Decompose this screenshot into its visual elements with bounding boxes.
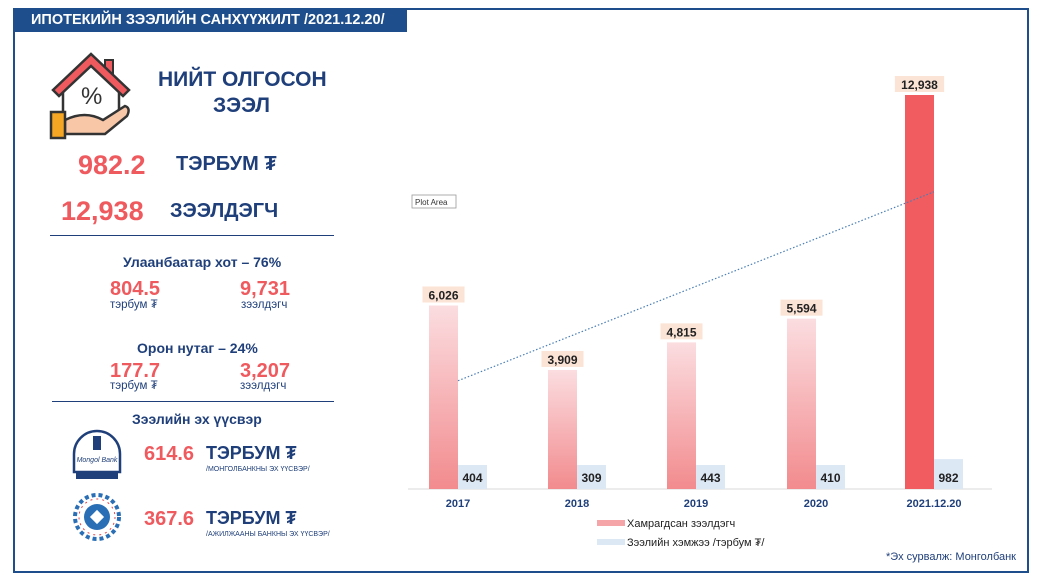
region-title-ub: Улаанбаатар хот – 76% [123, 254, 282, 270]
sources-title: Зээлийн эх үүсвэр [132, 411, 262, 427]
summary-heading-line1: НИЙТ ОЛГОСОН [158, 68, 327, 91]
source-commercial-amount: 367.6 [144, 508, 195, 530]
data-label-borrowers: 4,815 [666, 325, 696, 339]
bar-amount-2021.12.20 [934, 459, 963, 489]
total-amount-unit: ТЭРБУМ ₮ [176, 153, 277, 175]
bar-borrowers-2018 [548, 369, 577, 489]
mongolbank-logo-text: Mongol Bank [77, 457, 118, 464]
title-bar: ИПОТЕКИЙН ЗЭЭЛИЙН САНХҮҮЖИЛТ /2021.12.20… [13, 8, 407, 32]
data-label-amount: 309 [581, 471, 601, 485]
source-commercial-unit: ТЭРБУМ ₮ [206, 508, 297, 528]
source-commercial-note: /АЖИЛЖААНЫ БАНКНЫ ЭХ ҮҮСВЭР/ [206, 531, 330, 538]
total-borrowers: 12,938 [61, 196, 144, 226]
legend-swatch-amount [597, 539, 625, 545]
x-tick-label: 2017 [446, 498, 470, 510]
region-ub-borrowers: 9,731 [240, 278, 291, 300]
bar-borrowers-2017 [429, 305, 458, 489]
legend-label-borrowers: Хамрагдсан зээлдэгч [627, 518, 735, 530]
bar-amount-2019 [696, 465, 725, 489]
x-tick-label: 2021.12.20 [906, 498, 961, 510]
divider [52, 401, 334, 402]
data-label-box [894, 76, 945, 92]
data-label-amount: 410 [820, 471, 840, 485]
source-mongolbank-amount: 614.6 [144, 443, 195, 465]
data-label-box [660, 323, 703, 340]
data-label-borrowers: 6,026 [428, 288, 458, 302]
bar-borrowers-2019 [667, 342, 696, 489]
trendline [457, 191, 935, 382]
bar-amount-2020 [816, 465, 845, 489]
summary-heading-line2: ЗЭЭЛ [213, 94, 270, 117]
source-mongolbank-unit: ТЭРБУМ ₮ [206, 443, 297, 463]
legend-swatch-borrowers [597, 520, 625, 526]
region-ub-borrowers-unit: зээлдэгч [241, 299, 288, 311]
total-borrowers-unit: ЗЭЭЛДЭГЧ [170, 200, 279, 222]
x-tick-label: 2018 [565, 498, 589, 510]
data-label-amount: 443 [700, 471, 720, 485]
data-label-box [780, 299, 823, 316]
data-label-borrowers: 12,938 [901, 78, 938, 92]
data-label-borrowers: 5,594 [786, 302, 816, 316]
house-loan-icon: % [49, 52, 131, 140]
bar-borrowers-2020 [787, 318, 816, 489]
x-tick-label: 2019 [684, 498, 708, 510]
bar-amount-2017 [458, 465, 487, 489]
x-tick-label: 2020 [804, 498, 828, 510]
data-label-box [541, 350, 584, 367]
mongolbank-logo: Mongol Bank [72, 429, 122, 479]
svg-text:%: % [81, 83, 102, 110]
data-label-box [422, 286, 465, 303]
region-rural-borrowers-unit: зээлдэгч [240, 380, 287, 392]
data-label-amount: 404 [462, 471, 482, 485]
commercial-bank-logo [73, 493, 121, 541]
plot-area-tooltip: Plot Area [415, 198, 448, 207]
total-amount: 982.2 [78, 150, 146, 180]
region-rural-amount-unit: тэрбум ₮ [110, 380, 158, 392]
region-title-rural: Орон нутаг – 24% [137, 340, 258, 356]
legend-label-amount: Зээлийн хэмжээ /тэрбум ₮/ [627, 537, 765, 549]
region-ub-amount-unit: тэрбум ₮ [110, 299, 158, 311]
divider [50, 235, 334, 236]
region-rural-borrowers: 3,207 [240, 360, 291, 382]
region-rural-amount: 177.7 [110, 360, 161, 382]
region-ub-amount: 804.5 [110, 278, 161, 300]
frame [13, 8, 1029, 573]
data-label-amount: 982 [938, 471, 958, 485]
bar-amount-2018 [577, 465, 606, 489]
bar-borrowers-2021.12.20 [905, 95, 934, 489]
data-label-borrowers: 3,909 [547, 353, 577, 367]
footnote: *Эх сурвалж: Монголбанк [886, 551, 1016, 563]
plot-area-tooltip-box [411, 194, 457, 209]
source-mongolbank-note: /МОНГОЛБАНКНЫ ЭХ ҮҮСВЭР/ [206, 466, 310, 473]
